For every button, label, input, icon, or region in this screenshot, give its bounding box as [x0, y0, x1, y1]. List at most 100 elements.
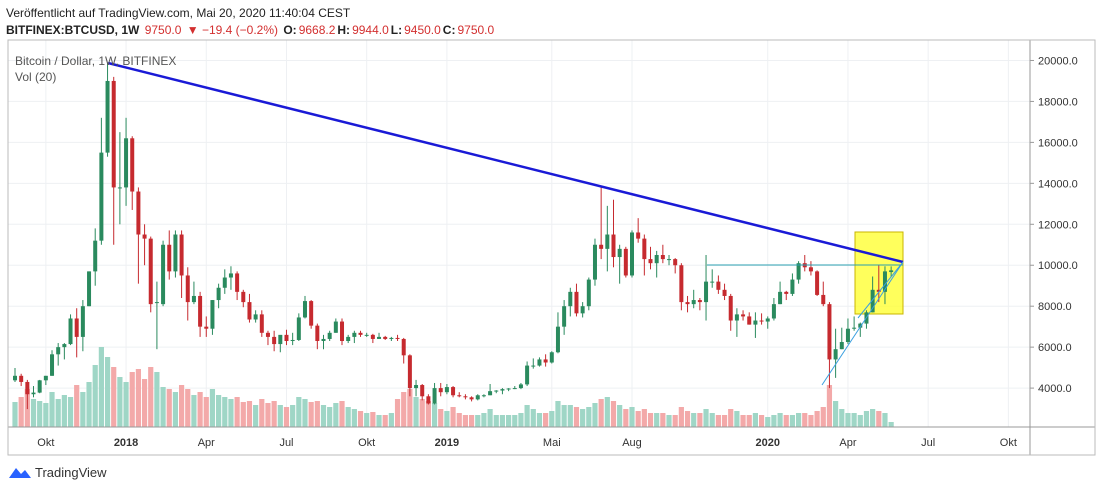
candle-body — [31, 392, 36, 395]
x-tick-label: Aug — [622, 437, 642, 449]
volume-bar — [598, 399, 604, 427]
volume-bar — [635, 411, 641, 427]
candle-body — [691, 300, 696, 305]
candle-body — [611, 234, 616, 258]
volume-bar — [370, 412, 376, 427]
candle-body — [623, 248, 628, 276]
quote-label: C: — [442, 23, 456, 37]
volume-bar — [697, 413, 703, 427]
candle-body — [586, 279, 591, 307]
candle-body — [685, 302, 690, 305]
volume-bar — [92, 365, 98, 427]
candle-body — [321, 338, 326, 341]
price-change: ▼ −19.4 (−0.2%) — [186, 23, 278, 37]
candle-body — [407, 355, 412, 389]
volume-bar — [302, 399, 308, 427]
volume-bar — [320, 405, 327, 427]
volume-bar — [382, 415, 388, 427]
candle-body — [259, 314, 264, 333]
candle-body — [833, 349, 838, 360]
volume-bar — [617, 405, 623, 427]
volume-bar — [438, 409, 444, 427]
candle-body — [852, 327, 857, 329]
candle-body — [475, 395, 480, 400]
y-tick-label: 10000.0 — [1038, 260, 1078, 272]
candle-body — [154, 302, 159, 304]
candle-body — [290, 339, 295, 341]
volume-bar — [728, 409, 734, 427]
candle-body — [722, 289, 727, 296]
quote-value: 9750.0 — [457, 23, 495, 37]
volume-bar — [820, 407, 826, 427]
candle-body — [68, 318, 73, 345]
candle-body — [272, 336, 277, 345]
candle-body — [481, 395, 486, 397]
volume-bar — [746, 415, 752, 427]
x-tick-label: Mai — [543, 437, 561, 449]
candle-body — [710, 281, 715, 283]
volume-bar — [555, 401, 561, 427]
candle-body — [704, 281, 709, 303]
volume-bar — [876, 411, 882, 427]
candle-body — [370, 334, 375, 339]
volume-bar — [111, 367, 117, 427]
candle-body — [389, 337, 394, 339]
y-tick-label: 4000.0 — [1038, 383, 1072, 395]
candle-body — [734, 314, 739, 321]
candle-body — [796, 263, 801, 280]
candle-body — [222, 277, 227, 288]
volume-bar — [178, 385, 185, 427]
candle-body — [74, 318, 79, 337]
volume-bar — [172, 392, 179, 427]
candle-body — [432, 388, 437, 404]
volume-bar — [734, 411, 740, 427]
x-tick-label: Apr — [198, 437, 215, 449]
volume-bar — [740, 415, 746, 427]
volume-bar — [567, 405, 573, 427]
volume-bar — [808, 415, 814, 427]
x-tick-label: 2019 — [435, 437, 459, 449]
candle-body — [741, 314, 746, 317]
volume-bar — [277, 405, 283, 427]
candle-body — [25, 381, 30, 395]
symbol: BITFINEX:BTCUSD, 1W — [6, 23, 140, 37]
candle-body — [87, 271, 92, 307]
volume-bar — [290, 405, 296, 427]
volume-bar — [487, 409, 493, 427]
candle-body — [679, 265, 684, 303]
volume-bar — [851, 413, 857, 427]
candle-body — [173, 234, 178, 272]
volume-bar — [456, 413, 462, 427]
logo — [9, 468, 31, 478]
candle-body — [580, 306, 585, 314]
volume-bar — [197, 392, 203, 427]
candle-body — [759, 320, 764, 322]
candle-body — [253, 314, 258, 320]
candle-body — [506, 388, 511, 390]
volume-bar — [61, 395, 67, 427]
candle-body — [80, 306, 85, 337]
chart: Bitcoin / Dollar, 1W, BITFINEX Vol (20) … — [7, 39, 1096, 456]
x-tick-label: 2018 — [114, 437, 138, 449]
candle-body — [549, 352, 554, 363]
volume-bar — [135, 369, 141, 427]
volume-bar — [506, 415, 512, 427]
volume-bar — [419, 399, 425, 427]
candle-body — [648, 259, 653, 264]
candle-body — [543, 359, 548, 363]
candle-body — [111, 80, 116, 188]
volume-bar — [283, 407, 290, 427]
candle-body — [136, 191, 141, 235]
volume-bar — [228, 399, 234, 427]
candle-body — [37, 380, 42, 393]
last-price: 9750.0 — [144, 23, 182, 37]
candle-body — [117, 187, 122, 189]
candle-body — [876, 289, 881, 292]
volume-bar — [863, 411, 870, 427]
volume-bar — [216, 395, 222, 427]
volume-bar — [117, 377, 123, 427]
candle-body — [352, 332, 357, 337]
volume-bar — [141, 379, 148, 427]
volume-bar — [308, 402, 314, 427]
